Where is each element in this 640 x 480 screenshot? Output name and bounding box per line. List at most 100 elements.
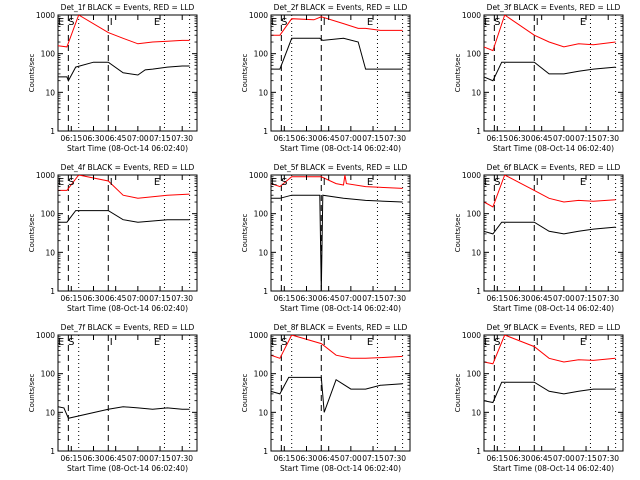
x-tick-label: 07:15 [362, 134, 384, 143]
x-tick-label: 07:15 [575, 294, 597, 303]
x-tick-label: 07:00 [553, 134, 575, 143]
y-tick-label: 1000 [249, 11, 268, 20]
x-tick-label: 06:45 [318, 294, 340, 303]
y-tick-label: 100 [467, 50, 482, 59]
x-tick-label: 07:00 [127, 134, 149, 143]
panel-title: Det_4f BLACK = Events, RED = LLD [61, 163, 195, 172]
x-tick-label: 07:30 [597, 454, 619, 463]
event-marker-letter: S [68, 337, 74, 348]
y-tick-label: 100 [41, 370, 56, 379]
y-tick-label: 10 [45, 408, 55, 417]
event-marker-letter: I [536, 17, 539, 28]
y-axis-label: Counts/sec [241, 214, 249, 253]
event-marker-letter: E [580, 177, 586, 188]
x-tick-label: 07:30 [597, 294, 619, 303]
panel-title: Det_5f BLACK = Events, RED = LLD [274, 163, 408, 172]
event-marker-letter: S [281, 17, 287, 28]
event-marker-letter: I [536, 177, 539, 188]
lld-series-line [484, 335, 616, 365]
x-tick-label: 06:15 [486, 454, 508, 463]
x-tick-label: 07:00 [553, 294, 575, 303]
y-axis-label: Counts/sec [28, 374, 36, 413]
x-tick-label: 06:15 [273, 134, 295, 143]
y-tick-label: 100 [467, 370, 482, 379]
y-tick-label: 100 [41, 210, 56, 219]
plot-frame [483, 14, 624, 132]
events-series-line [271, 37, 403, 70]
x-tick-label: 06:45 [105, 454, 127, 463]
event-marker-letter: E [271, 337, 277, 348]
x-tick-label: 06:30 [296, 134, 318, 143]
x-tick-label: 07:00 [127, 454, 149, 463]
y-tick-label: 1 [476, 287, 481, 296]
y-tick-label: 100 [254, 50, 269, 59]
x-tick-label: 06:30 [296, 294, 318, 303]
x-tick-label: 06:30 [296, 454, 318, 463]
lld-series-line [271, 335, 403, 359]
events-series-line [271, 376, 403, 413]
lld-series-line [58, 15, 190, 48]
y-tick-label: 1000 [462, 11, 481, 20]
y-tick-label: 10 [471, 88, 481, 97]
x-tick-label: 07:00 [340, 454, 362, 463]
event-marker-letter: E [271, 17, 277, 28]
y-tick-label: 1 [263, 287, 268, 296]
plot-frame [270, 14, 411, 132]
event-marker-letter: I [110, 17, 113, 28]
x-tick-label: 07:15 [149, 134, 171, 143]
x-tick-label: 06:15 [60, 454, 82, 463]
x-tick-label: 07:30 [384, 454, 406, 463]
y-tick-label: 10 [258, 88, 268, 97]
y-tick-label: 1000 [36, 11, 55, 20]
y-axis-label: Counts/sec [28, 214, 36, 253]
y-tick-label: 1000 [249, 331, 268, 340]
event-marker-letter: I [110, 177, 113, 188]
event-marker-letter: E [484, 337, 490, 348]
x-axis-label: Start Time (08-Oct-14 06:02:40) [67, 304, 188, 313]
x-tick-label: 06:30 [83, 134, 105, 143]
x-tick-label: 06:45 [318, 454, 340, 463]
event-marker-letter: E [58, 17, 64, 28]
x-tick-label: 06:15 [486, 134, 508, 143]
panel-title: Det_2f BLACK = Events, RED = LLD [274, 3, 408, 12]
y-axis-label: Counts/sec [241, 54, 249, 93]
event-marker-letter: S [494, 177, 500, 188]
x-tick-label: 06:15 [60, 294, 82, 303]
x-tick-label: 07:00 [127, 294, 149, 303]
x-axis-label: Start Time (08-Oct-14 06:02:40) [493, 464, 614, 473]
x-tick-label: 07:15 [575, 454, 597, 463]
event-marker-letter: E [367, 177, 373, 188]
y-tick-label: 1 [50, 447, 55, 456]
x-tick-label: 07:00 [553, 454, 575, 463]
event-marker-letter: S [281, 177, 287, 188]
event-marker-letter: I [536, 337, 539, 348]
x-tick-label: 06:30 [509, 134, 531, 143]
x-tick-label: 06:30 [509, 454, 531, 463]
y-axis-label: Counts/sec [241, 374, 249, 413]
event-marker-letter: E [154, 177, 160, 188]
event-marker-letter: E [484, 17, 490, 28]
x-tick-label: 07:15 [362, 294, 384, 303]
x-tick-label: 07:00 [340, 294, 362, 303]
y-axis-label: Counts/sec [454, 214, 462, 253]
event-marker-letter: E [154, 337, 160, 348]
x-tick-label: 06:45 [531, 294, 553, 303]
y-tick-label: 1000 [36, 171, 55, 180]
y-tick-label: 1000 [462, 171, 481, 180]
y-tick-label: 1 [50, 127, 55, 136]
lld-series-line [484, 15, 616, 52]
events-series-line [58, 210, 190, 223]
plot-frame [483, 174, 624, 292]
y-tick-label: 1 [50, 287, 55, 296]
plot-frame [483, 334, 624, 452]
event-marker-letter: E [580, 17, 586, 28]
x-tick-label: 07:00 [340, 134, 362, 143]
x-tick-label: 06:45 [531, 454, 553, 463]
event-marker-letter: I [323, 17, 326, 28]
event-marker-letter: E [58, 337, 64, 348]
